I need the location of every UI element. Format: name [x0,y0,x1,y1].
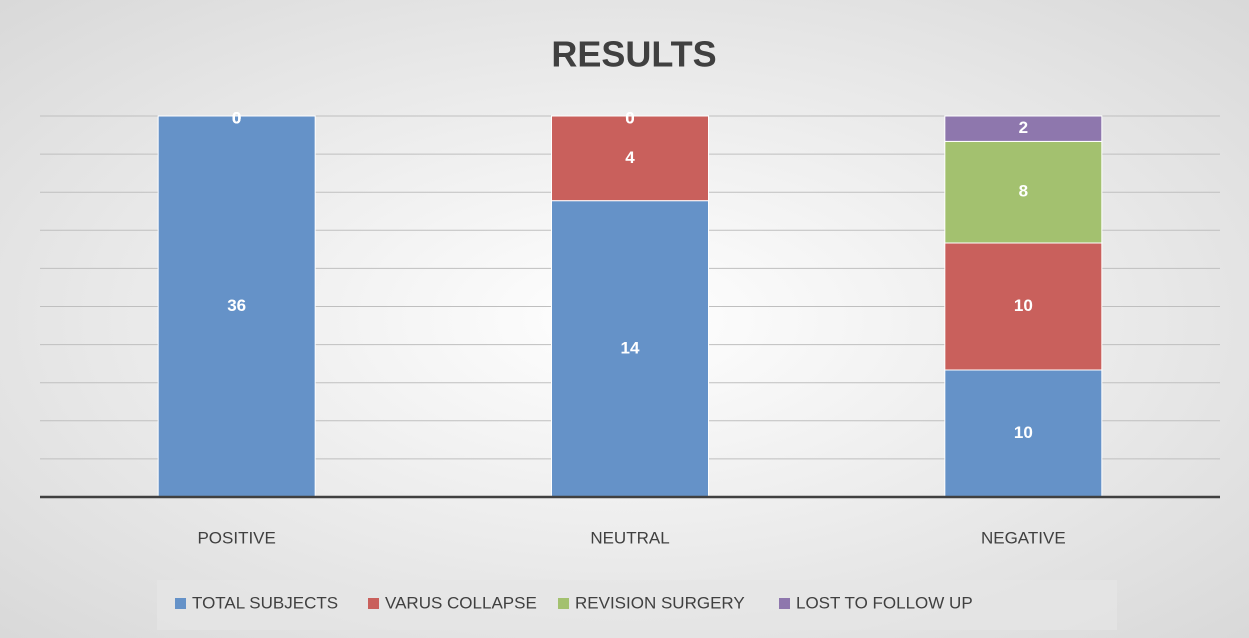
bar-segment [551,115,709,202]
data-label: 10 [1014,296,1033,315]
bar-segment [944,140,1103,244]
x-tick-label: NEUTRAL [590,528,669,547]
data-label: 8 [1019,182,1028,201]
data-label: 4 [625,148,635,167]
bar-segment [944,369,1103,498]
x-tick-label: NEGATIVE [981,528,1066,547]
legend-label: REVISION SURGERY [575,593,745,612]
chart-title: RESULTS [551,34,716,75]
data-label: 14 [621,338,640,357]
data-label: 0 [625,108,634,127]
legend-label: VARUS COLLAPSE [385,593,537,612]
data-label: 0 [232,108,241,127]
legend-swatch [779,598,790,609]
x-tick-label: POSITIVE [197,528,275,547]
legend-swatch [558,598,569,609]
legend-swatch [368,598,379,609]
data-label: 2 [1019,118,1028,137]
legend-swatch [175,598,186,609]
bar-segment [157,115,316,498]
bar-segment [944,115,1103,142]
bar-segment [551,200,709,498]
legend-box [157,580,1117,630]
data-label: 0 [232,108,241,127]
data-label: 0 [625,108,634,127]
data-label: 10 [1014,423,1033,442]
legend-label: TOTAL SUBJECTS [192,593,338,612]
data-label: 0 [232,108,241,127]
data-label: 36 [227,296,246,315]
legend-label: LOST TO FOLLOW UP [796,593,973,612]
bar-segment [944,242,1103,371]
